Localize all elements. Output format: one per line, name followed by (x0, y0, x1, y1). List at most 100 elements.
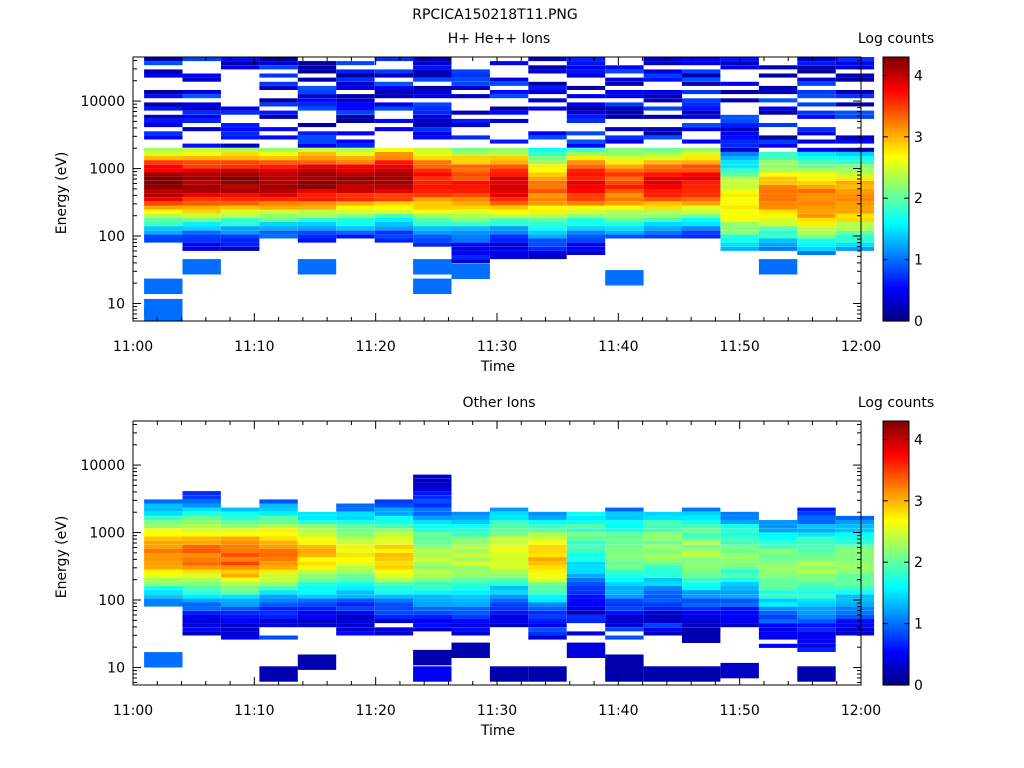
colorbar-segment (883, 671, 909, 675)
colorbar-segment (883, 316, 909, 320)
colorbar-segment (883, 533, 909, 536)
colorbar-segment (883, 476, 909, 479)
heatmap-cell (797, 234, 836, 239)
heatmap-cell (297, 222, 337, 227)
heatmap-cell (682, 189, 721, 194)
heatmap-cell (182, 57, 221, 62)
heatmap-cell (451, 569, 490, 574)
heatmap-cell (451, 184, 490, 189)
colorbar-segment (883, 557, 909, 561)
heatmap-cell (643, 135, 682, 140)
colorbar-segment (883, 299, 909, 302)
colorbar-segment (883, 235, 909, 238)
heatmap-cell (374, 205, 414, 210)
heatmap-cell (605, 180, 644, 185)
heatmap-cell (451, 213, 490, 218)
heatmap-cell (758, 635, 798, 640)
heatmap-cell (451, 246, 490, 251)
heatmap-cell (336, 81, 375, 86)
heatmap-cell (797, 520, 836, 525)
heatmap-cell (259, 98, 298, 103)
heatmap-cell (297, 544, 337, 549)
heatmap-cell (374, 209, 414, 214)
colorbar-segment (883, 561, 909, 565)
heatmap-cell (221, 168, 260, 173)
heatmap-cell (643, 197, 682, 202)
colorbar-segment (883, 112, 909, 115)
heatmap-cell (605, 226, 644, 231)
heatmap-cell (797, 94, 836, 99)
heatmap-cell (835, 94, 875, 99)
heatmap-cell (835, 61, 875, 66)
heatmap-cell (758, 197, 798, 202)
colorbar-tick-label: 2 (914, 555, 923, 571)
heatmap-cell (605, 127, 644, 132)
heatmap-cell (489, 77, 529, 82)
colorbar-segment (883, 575, 909, 578)
heatmap-cell (451, 619, 490, 624)
heatmap-cell (797, 90, 836, 95)
heatmap-cell (758, 160, 798, 165)
heatmap-cell (259, 73, 298, 78)
heatmap-cell (720, 147, 759, 152)
heatmap-cell (682, 619, 721, 624)
heatmap-cell (797, 577, 836, 582)
heatmap-cell (182, 594, 221, 599)
heatmap-cell (297, 205, 337, 210)
heatmap-cell (720, 143, 759, 148)
x-tick-label: 12:00 (841, 339, 881, 355)
heatmap-cell (297, 557, 337, 562)
heatmap-cell (566, 242, 606, 247)
heatmap-cell (221, 147, 260, 152)
colorbar-segment (883, 305, 909, 309)
heatmap-cell (182, 503, 221, 508)
heatmap-cell (489, 569, 529, 574)
heatmap-cell (144, 102, 183, 107)
colorbar-segment (883, 314, 909, 318)
heatmap-cell (605, 65, 644, 70)
heatmap-cell (643, 226, 682, 231)
colorbar-segment (883, 438, 909, 442)
heatmap-cell (451, 222, 490, 227)
heatmap-cell (221, 193, 260, 198)
heatmap-cell (259, 172, 298, 177)
heatmap-cell (758, 553, 798, 558)
heatmap-cell (682, 201, 721, 206)
heatmap-cell (758, 557, 798, 562)
heatmap-cell (221, 135, 260, 140)
heatmap-cell (144, 164, 183, 169)
colorbar-segment (883, 447, 909, 451)
heatmap-cell (566, 602, 606, 607)
heatmap-cell (489, 536, 529, 541)
heatmap-cell (566, 176, 606, 181)
heatmap-cell (797, 147, 836, 152)
heatmap-cell (758, 85, 798, 90)
heatmap-cell (758, 143, 798, 148)
heatmap-cell (374, 602, 414, 607)
heatmap-cell (336, 197, 375, 202)
heatmap-cell (297, 61, 337, 66)
heatmap-cell (144, 217, 183, 222)
colorbar-segment (883, 467, 909, 470)
colorbar-segment (883, 434, 909, 437)
heatmap-cell (835, 246, 875, 251)
heatmap-cell (528, 528, 567, 533)
heatmap-cell (643, 569, 682, 574)
heatmap-cell (643, 623, 682, 628)
colorbar-segment (883, 493, 909, 497)
heatmap-cell (605, 619, 644, 624)
heatmap-cell (144, 189, 183, 194)
colorbar-segment (883, 458, 909, 462)
heatmap-cell (835, 614, 875, 619)
heatmap-cell (413, 164, 452, 169)
heatmap-cell (374, 222, 414, 227)
heatmap-cell (413, 217, 452, 222)
heatmap-cell (643, 590, 682, 595)
panel-title: H+ He++ Ions (448, 31, 551, 47)
heatmap-cell (413, 106, 452, 111)
heatmap-cell (374, 127, 414, 132)
heatmap-cell (259, 160, 298, 165)
heatmap-cell (528, 577, 567, 582)
heatmap-cell (758, 65, 798, 70)
heatmap-cell (297, 586, 337, 591)
